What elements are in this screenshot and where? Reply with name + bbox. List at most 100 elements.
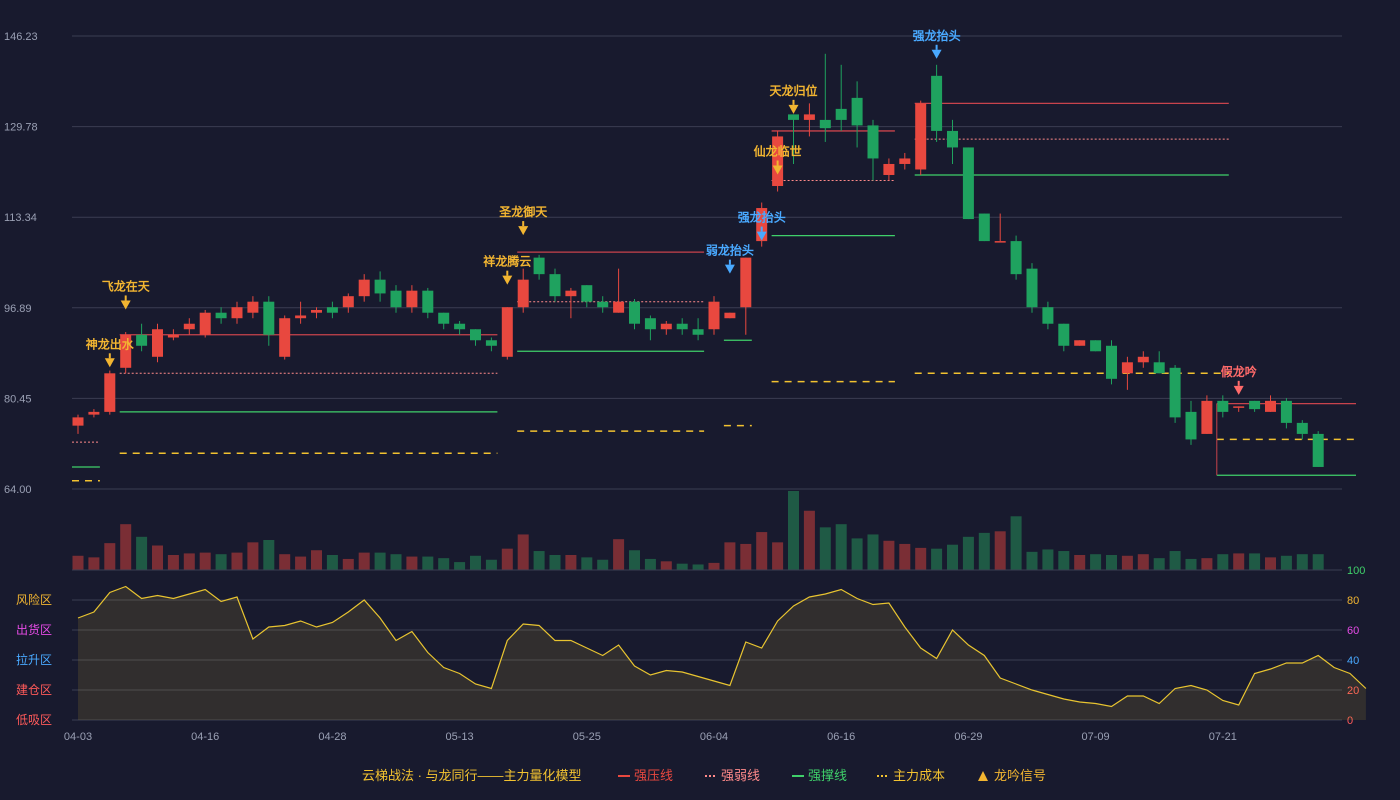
candle-body: [422, 290, 434, 313]
volume-bar: [915, 547, 927, 570]
volume-bar: [72, 555, 84, 570]
candle-body: [470, 329, 481, 341]
candle-body: [1249, 400, 1261, 410]
volume-bar: [1058, 551, 1070, 570]
volume-bar: [311, 550, 322, 570]
candle-body: [629, 301, 640, 324]
volume-bar: [803, 510, 815, 570]
price-tick-label: 113.34: [4, 212, 37, 224]
volume-bar: [1312, 554, 1324, 570]
volume-bar: [740, 543, 752, 570]
candle-body: [1217, 400, 1229, 412]
candle-body: [358, 279, 370, 297]
osc-tick-label: 80: [1347, 595, 1359, 607]
candle-body: [613, 301, 625, 313]
volume-bar: [788, 491, 799, 570]
candle-body: [1265, 400, 1276, 412]
osc-area: [78, 586, 1366, 720]
candle-body: [883, 163, 895, 175]
x-tick-label: 06-29: [954, 731, 982, 743]
candle-body: [676, 323, 688, 330]
x-tick-label: 06-04: [700, 731, 728, 743]
candle-body: [708, 301, 720, 330]
signal-label: 仙龙临世: [754, 143, 802, 158]
candle-body: [1185, 411, 1197, 440]
volume-bar: [1169, 551, 1181, 570]
price-tick-label: 146.23: [4, 31, 38, 43]
legend-title: 云梯战法 · 与龙同行——主力量化模型: [362, 768, 582, 783]
legend: 云梯战法 · 与龙同行——主力量化模型 强压线 强弱线 强撑线 主力成本 龙吟信号: [362, 768, 1046, 783]
price-y-axis: 146.23 129.78 113.34 96.89 80.45 64.00: [4, 31, 38, 496]
candle-body: [947, 130, 958, 148]
candle-body: [994, 241, 1006, 243]
signal-arrow: [1233, 385, 1244, 395]
candle-body: [581, 285, 593, 302]
volume-bar: [597, 559, 609, 570]
volume-bar: [1153, 558, 1165, 570]
osc-tick-label: 20: [1347, 685, 1359, 697]
legend-swatch: [978, 771, 988, 781]
price-tick-label: 80.45: [4, 393, 32, 405]
candle-body: [199, 312, 211, 335]
signal-arrow: [788, 104, 799, 114]
volume-bar: [549, 554, 561, 570]
volume-bar: [438, 558, 450, 570]
candle-body: [1233, 406, 1245, 408]
volume-bar: [1090, 554, 1102, 570]
volume-bar: [199, 552, 211, 570]
volume-bar: [1042, 549, 1054, 570]
volume-bar: [1026, 551, 1038, 570]
candle-body: [1042, 307, 1054, 324]
osc-tick-label: 60: [1347, 625, 1359, 637]
volume-bar: [390, 554, 402, 570]
candle-body: [152, 329, 163, 357]
signal-label: 神龙出水: [86, 336, 135, 351]
candle-body: [438, 312, 450, 324]
volume-bar: [120, 524, 132, 570]
volume-bar: [1201, 558, 1213, 570]
osc-zone-label: 低吸区: [16, 713, 52, 727]
candle-body: [1296, 422, 1308, 434]
volume-bar: [1296, 554, 1308, 570]
signal-arrow: [104, 358, 115, 368]
signal-label: 强龙抬头: [913, 28, 961, 43]
volume-bar: [931, 548, 943, 570]
signal-label: 强龙抬头: [738, 210, 786, 225]
candle-body: [120, 334, 132, 368]
candle-body: [1026, 268, 1038, 308]
x-tick-label: 04-03: [64, 731, 92, 743]
volume-bar: [1265, 557, 1276, 570]
volume-bar: [1217, 554, 1229, 570]
volume-bar: [1121, 555, 1133, 570]
osc-zone-label: 风险区: [16, 592, 52, 607]
candle-body: [231, 307, 243, 319]
signal-arrow: [518, 226, 529, 236]
price-tick-label: 64.00: [4, 484, 32, 496]
volume-bar: [183, 553, 195, 570]
candle-body: [1312, 433, 1324, 467]
candles: [72, 53, 1324, 467]
volume-bar: [644, 558, 656, 570]
volume-bar: [851, 538, 863, 570]
volume-bar: [994, 531, 1006, 570]
volume-bar: [772, 542, 784, 570]
candle-body: [454, 323, 466, 330]
candle-body: [72, 417, 84, 426]
volume-bar: [215, 554, 227, 570]
candle-body: [740, 257, 752, 308]
price-tick-label: 96.89: [4, 303, 32, 315]
candle-body: [978, 213, 990, 242]
x-tick-label: 07-09: [1082, 731, 1110, 743]
signal-arrow: [931, 49, 942, 59]
volume-bar: [454, 562, 466, 570]
candle-body: [485, 340, 497, 346]
signal-arrow: [724, 264, 735, 274]
volume-bars: [72, 491, 1342, 571]
candle-body: [1153, 362, 1165, 374]
candle-body: [788, 114, 799, 120]
candle-body: [295, 315, 307, 319]
signal-arrow: [502, 275, 513, 285]
candle-body: [1137, 356, 1149, 363]
